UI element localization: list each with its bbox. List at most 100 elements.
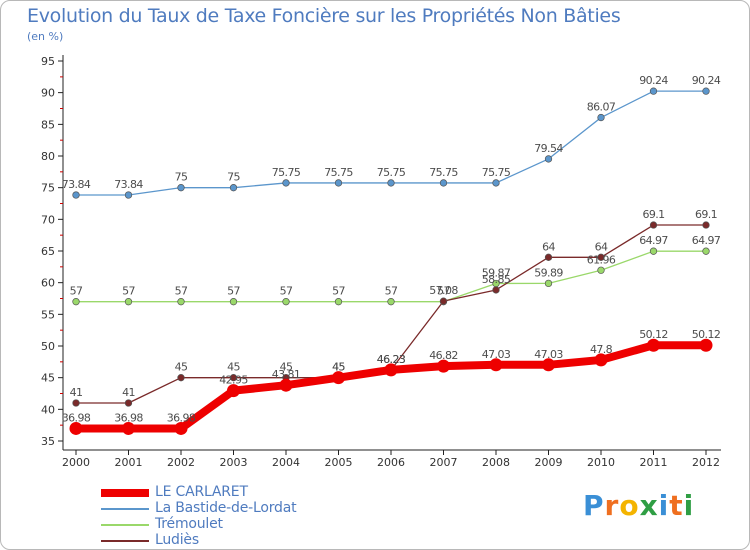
x-tick-label: 2000 xyxy=(62,456,90,469)
data-point xyxy=(699,338,713,352)
data-point xyxy=(649,247,658,255)
data-label: 86.07 xyxy=(587,101,616,114)
data-point xyxy=(544,279,553,288)
data-point xyxy=(597,253,605,261)
data-point xyxy=(334,298,343,306)
data-point xyxy=(282,298,290,306)
data-label: 57 xyxy=(437,285,450,298)
data-label: 41 xyxy=(70,386,83,399)
data-label: 58.85 xyxy=(482,273,511,286)
data-label: 59.87 xyxy=(482,266,511,279)
data-label: 47.8 xyxy=(590,343,613,356)
data-point xyxy=(124,298,133,306)
data-label: 75.75 xyxy=(272,166,301,179)
data-label: 57 xyxy=(70,285,83,298)
data-label: 36.98 xyxy=(114,411,143,424)
y-tick-label: 55 xyxy=(41,308,55,321)
data-label: 36.98 xyxy=(167,411,196,424)
y-tick-label: 45 xyxy=(41,372,55,385)
data-label: 57 xyxy=(280,285,293,298)
x-tick-label: 2008 xyxy=(482,456,510,469)
legend-label: LE CARLARET xyxy=(155,484,248,500)
data-label: 36.98 xyxy=(62,411,91,424)
x-tick-label: 2011 xyxy=(640,456,668,469)
data-point xyxy=(229,298,238,306)
data-point xyxy=(544,155,553,163)
data-label: 61.96 xyxy=(587,253,616,266)
data-label: 46.23 xyxy=(377,353,406,366)
data-point xyxy=(702,247,710,255)
x-tick-label: 2007 xyxy=(430,456,458,469)
data-point xyxy=(227,384,240,398)
data-point xyxy=(437,359,450,373)
data-label: 50.12 xyxy=(692,328,721,341)
data-point xyxy=(439,297,448,305)
data-point xyxy=(702,87,710,95)
data-label: 75.75 xyxy=(324,166,353,179)
data-point xyxy=(334,179,343,187)
data-label: 42.95 xyxy=(219,374,248,387)
data-point xyxy=(597,266,605,274)
data-point xyxy=(492,286,500,294)
data-point xyxy=(544,253,553,261)
x-tick-label: 2012 xyxy=(692,456,720,469)
y-tick-label: 65 xyxy=(41,245,55,258)
data-label: 45 xyxy=(280,361,293,374)
data-point xyxy=(542,358,555,372)
data-label: 45 xyxy=(332,361,345,374)
legend-label: Ludiès xyxy=(155,532,199,548)
x-tick-label: 2003 xyxy=(220,456,248,469)
data-point xyxy=(69,421,83,435)
data-label: 59.89 xyxy=(534,266,563,279)
data-label: 75 xyxy=(227,171,240,184)
data-point xyxy=(489,358,503,372)
data-label: 64.97 xyxy=(692,234,721,247)
legend-label: La Bastide-de-Lordat xyxy=(155,500,297,516)
y-tick-label: 95 xyxy=(41,55,55,68)
data-label: 69.1 xyxy=(695,208,717,221)
data-label: 57 xyxy=(227,285,240,298)
logo-letter: P xyxy=(583,489,605,522)
data-point xyxy=(124,399,133,407)
logo-letter: x xyxy=(639,489,659,522)
data-label: 90.24 xyxy=(692,74,721,87)
data-label: 64 xyxy=(595,240,608,253)
data-label: 45 xyxy=(332,361,345,374)
y-tick-label: 70 xyxy=(41,213,55,226)
data-point xyxy=(177,374,185,382)
data-point xyxy=(229,374,238,382)
data-point xyxy=(332,371,345,385)
data-point xyxy=(122,421,135,435)
data-point xyxy=(174,421,188,435)
y-unit-label: (en %) xyxy=(27,30,64,43)
data-label: 75 xyxy=(175,171,188,184)
data-point xyxy=(384,363,398,377)
y-tick-label: 35 xyxy=(41,435,55,448)
data-label: 46.82 xyxy=(429,349,458,362)
x-tick-label: 2006 xyxy=(377,456,405,469)
data-label: 57.08 xyxy=(429,284,458,297)
data-point xyxy=(279,378,293,392)
y-tick-label: 85 xyxy=(41,118,55,131)
data-point xyxy=(649,87,658,95)
data-label: 64 xyxy=(542,240,555,253)
data-label: 64.97 xyxy=(639,234,668,247)
data-point xyxy=(229,184,238,192)
data-label: 41 xyxy=(122,386,135,399)
data-label: 57 xyxy=(332,285,345,298)
logo-letter: i xyxy=(683,489,695,522)
logo-letter: t xyxy=(669,489,684,522)
legend-swatch xyxy=(101,524,149,526)
data-label: 43.81 xyxy=(272,368,301,381)
data-label: 45 xyxy=(175,361,188,374)
x-tick-label: 2010 xyxy=(587,456,615,469)
y-tick-label: 60 xyxy=(41,277,55,290)
data-point xyxy=(72,191,80,199)
data-label: 75.75 xyxy=(429,166,458,179)
y-tick-label: 50 xyxy=(41,340,55,353)
y-tick-label: 75 xyxy=(41,182,55,195)
legend-swatch xyxy=(101,508,149,510)
logo-letter: r xyxy=(604,489,620,522)
data-label: 79.54 xyxy=(534,142,563,155)
